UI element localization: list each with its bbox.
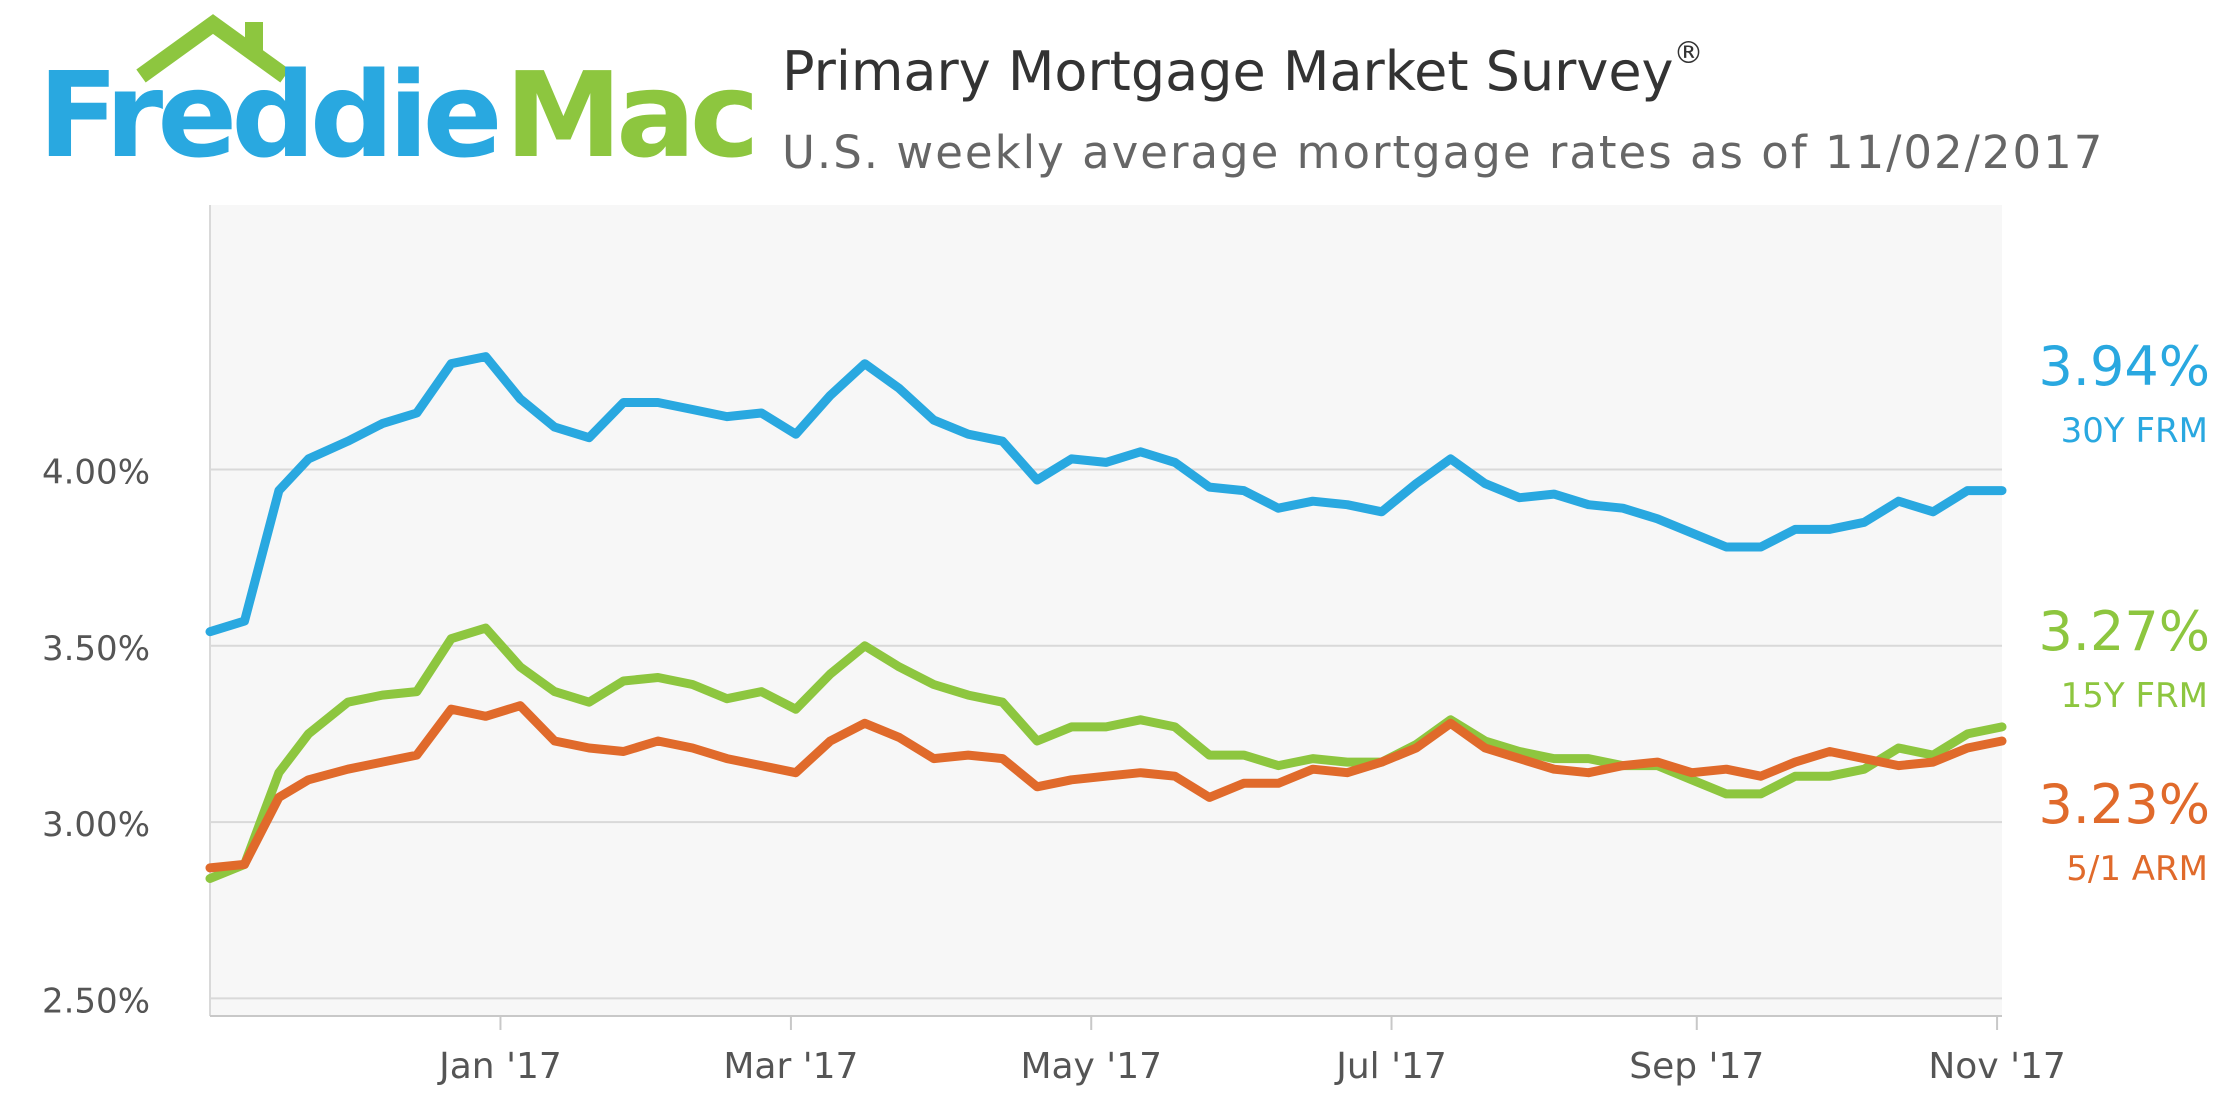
x-axis-ticks: Jan '17 Mar '17 May '17 Jul '17 Sep '17 Nov '… <box>437 1016 2066 1087</box>
end-labels: 3.94% 30Y FRM 3.27% 15Y FRM 3.23% 5/1 ARM <box>2038 335 2210 889</box>
end-value-label-15y-frm: 3.27% <box>2038 600 2210 663</box>
series-name-label-5-1-arm: 5/1 ARM <box>2066 849 2208 889</box>
y-tick-label: 4.00% <box>42 452 150 492</box>
x-tick-label: Jul '17 <box>1334 1046 1447 1087</box>
x-tick-label: Jan '17 <box>437 1046 562 1087</box>
title-text: Primary Mortgage Market Survey <box>782 40 1674 103</box>
series-line-30y-frm <box>205 352 2007 637</box>
series-line-15y-frm <box>205 623 2007 883</box>
series-lines <box>205 352 2007 883</box>
logo-text-freddie: Freddie <box>38 46 503 184</box>
x-tick-label: Nov '17 <box>1928 1046 2065 1087</box>
plot-area <box>210 205 2002 1016</box>
registered-mark: ® <box>1673 36 1704 71</box>
y-tick-label: 2.50% <box>42 981 150 1021</box>
house-roof-icon <box>136 14 290 83</box>
y-tick-label: 3.50% <box>42 629 150 669</box>
x-tick-label: May '17 <box>1020 1046 1162 1087</box>
logo-text-mac: Mac <box>504 46 760 184</box>
y-axis-ticks: 2.50% 3.00% 3.50% 4.00% <box>42 452 150 1021</box>
x-tick-label: Sep '17 <box>1629 1046 1764 1087</box>
freddie-mac-logo: FreddieMac <box>38 14 760 184</box>
end-value-label-5-1-arm: 3.23% <box>2038 773 2210 836</box>
y-tick-label: 3.00% <box>42 805 150 845</box>
page-subtitle: U.S. weekly average mortgage rates as of… <box>782 126 2105 179</box>
page-title: Primary Mortgage Market Survey® <box>782 36 1704 103</box>
grid-lines <box>209 205 2002 1017</box>
x-tick-label: Mar '17 <box>723 1046 858 1087</box>
series-line-5-1-arm <box>205 701 2007 873</box>
series-name-label-30y-frm: 30Y FRM <box>2061 411 2208 451</box>
series-name-label-15y-frm: 15Y FRM <box>2061 676 2208 716</box>
end-value-label-30y-frm: 3.94% <box>2038 335 2210 398</box>
logo-wordmark: FreddieMac <box>38 56 760 174</box>
